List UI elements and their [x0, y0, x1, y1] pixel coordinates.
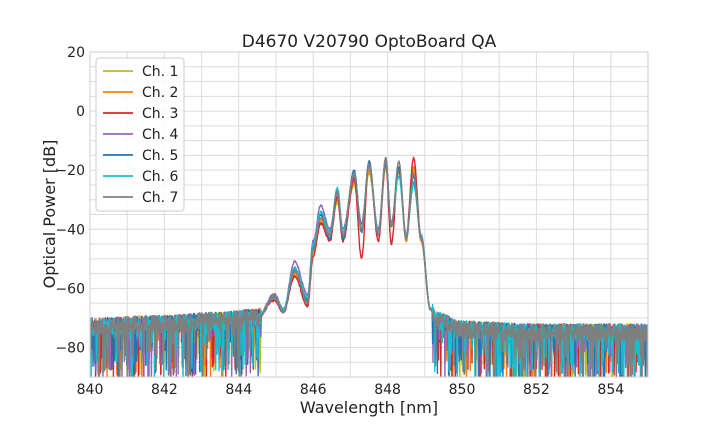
x-tick-label: 850: [449, 382, 476, 398]
legend-label-7: Ch. 7: [142, 190, 178, 206]
x-tick-label: 846: [300, 382, 327, 398]
legend-label-4: Ch. 4: [142, 127, 179, 143]
y-tick-label: −60: [55, 281, 85, 297]
chart-title: D4670 V20790 OptoBoard QA: [242, 32, 497, 52]
y-tick-label: −80: [55, 340, 85, 356]
series-line-7: [90, 157, 648, 377]
y-tick-label: −20: [55, 163, 85, 179]
x-tick-label: 854: [597, 382, 624, 398]
legend-label-6: Ch. 6: [142, 169, 179, 185]
y-tick-labels: −80 −60 −40 −20 0 20: [55, 45, 85, 356]
x-tick-label: 848: [374, 382, 401, 398]
y-tick-label: −40: [55, 222, 85, 238]
plot-frame: [89, 51, 649, 378]
legend-label-2: Ch. 2: [142, 85, 178, 101]
legend-label-3: Ch. 3: [142, 106, 178, 122]
x-axis-label: Wavelength [nm]: [300, 398, 438, 417]
x-tick-label: 842: [151, 382, 178, 398]
legend-label-1: Ch. 1: [142, 64, 178, 80]
series-layer: [90, 156, 648, 377]
x-tick-labels: 840 842 844 846 848 850 852 854: [77, 382, 625, 398]
y-axis-label: Optical Power [dB]: [40, 140, 59, 289]
y-tick-label: 0: [76, 104, 85, 120]
legend-label-5: Ch. 5: [142, 148, 178, 164]
legend-frame: [95, 57, 185, 212]
y-tick-label: 20: [67, 45, 85, 61]
legend: Ch. 1 Ch. 2 Ch. 3 Ch. 4 Ch. 5 Ch. 6 Ch. 7: [95, 57, 185, 212]
x-tick-label: 840: [77, 382, 104, 398]
x-tick-label: 844: [225, 382, 252, 398]
x-tick-label: 852: [523, 382, 550, 398]
